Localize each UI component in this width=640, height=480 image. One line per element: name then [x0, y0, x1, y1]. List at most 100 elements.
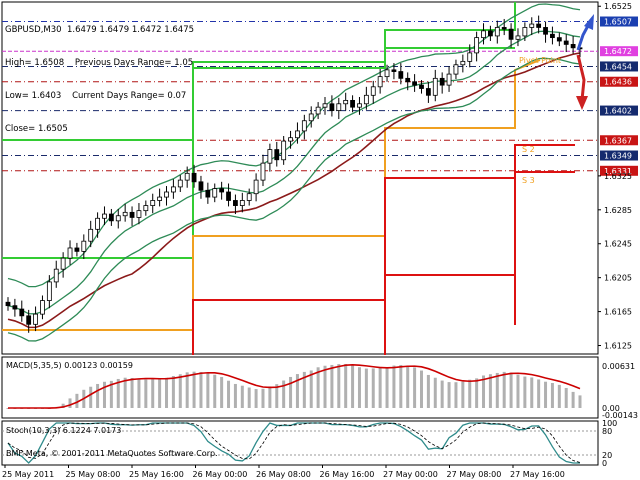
stoch-label: Stoch(10,3,3) 6.1224 7.0173: [6, 426, 121, 435]
candle-body: [501, 27, 507, 30]
time-axis-label: 27 May 08:00: [447, 470, 502, 479]
price-tag-label: 1.6331: [604, 167, 632, 176]
macd-histogram-bar: [564, 387, 568, 408]
price-tag-blue: [600, 16, 638, 27]
candle-body: [453, 64, 459, 75]
s2-label: S 2: [522, 145, 535, 154]
time-axis-label: 27 May 00:00: [383, 470, 438, 479]
macd-histogram-bar: [550, 383, 554, 408]
macd-signal-line: [8, 364, 581, 409]
macd-histogram-bar: [357, 367, 361, 408]
macd-histogram-bar: [516, 374, 520, 408]
candle-body: [336, 103, 342, 111]
macd-histogram-bar: [151, 378, 155, 408]
stoch-axis-label: 20: [602, 451, 612, 460]
macd-histogram-bar: [158, 378, 162, 408]
macd-histogram-bar: [433, 377, 437, 408]
candle-body: [439, 77, 445, 86]
bollinger-middle: [7, 30, 581, 315]
macd-histogram-bar: [337, 364, 341, 408]
candle-body: [102, 213, 107, 219]
macd-histogram-bar: [247, 387, 251, 408]
candle-body: [384, 69, 390, 78]
time-axis-label: 25 May 08:00: [66, 470, 121, 479]
macd-histogram-bar: [261, 388, 265, 408]
candle-body: [177, 179, 183, 188]
stoch-axis-label: 80: [602, 427, 612, 436]
candle-body: [226, 191, 231, 201]
candle-body: [88, 228, 94, 242]
candle-body: [481, 30, 486, 39]
price-tag-navy: [600, 61, 638, 72]
candle-body: [19, 308, 25, 317]
macd-histogram-bar: [426, 374, 430, 408]
macd-histogram-bar: [254, 389, 258, 408]
macd-histogram-bar: [123, 377, 127, 408]
time-axis-label: 26 May 08:00: [256, 470, 311, 479]
price-tag-label: 1.6402: [604, 107, 632, 116]
candle-body: [570, 44, 576, 49]
candle-body: [301, 120, 307, 132]
price-tag-red: [600, 76, 638, 87]
macd-histogram-bar: [475, 378, 479, 408]
high-range-line: High= 1.6508 Previous Days Range= 1.05: [5, 58, 194, 68]
stoch-panel[interactable]: Stoch(10,3,3) 6.1224 7.0173 BMF-Meta, © 2…: [0, 420, 640, 480]
candle-body: [363, 94, 369, 105]
bollinger-upper: [7, 3, 581, 288]
macd-histogram-bar: [144, 379, 148, 408]
moving-average-line: [7, 52, 581, 329]
macd-histogram-bar: [130, 377, 134, 408]
macd-histogram-bar: [440, 380, 444, 408]
macd-chart[interactable]: MACD(5,35,5) 0.00123 0.00159 0.00631 0.00-…: [0, 356, 640, 419]
candle-body: [295, 130, 300, 139]
candle-body: [281, 140, 287, 161]
candle-body: [446, 73, 452, 86]
bollinger-lower: [7, 57, 581, 342]
candle-body: [184, 172, 190, 181]
candle-body: [260, 162, 266, 181]
main-chart-panel[interactable]: Pivot Point S 2 S 3 1.6525 1.6507 1.6472 1.645…: [0, 0, 640, 355]
candle-body: [205, 189, 211, 198]
forecast-down-arrowhead: [576, 96, 588, 110]
candle-body: [150, 200, 156, 206]
candle-body: [46, 281, 52, 301]
macd-histogram-bar: [571, 391, 575, 408]
macd-histogram-bar: [137, 378, 141, 408]
macd-histogram-bar: [75, 393, 79, 408]
price-chart[interactable]: Pivot Point S 2 S 3 1.6525 1.6507 1.6472 1.645…: [0, 0, 640, 355]
candle-body: [405, 77, 411, 83]
candle-body: [170, 186, 176, 193]
candle-body: [40, 300, 45, 315]
price-tag-label: 1.6454: [604, 62, 632, 71]
candle-body: [5, 301, 11, 307]
candle-body: [315, 106, 321, 115]
candle-body: [343, 99, 349, 105]
price-tag-navy: [600, 150, 638, 161]
candle-body: [219, 188, 225, 193]
macd-histogram-bar: [454, 382, 458, 408]
candle-body: [412, 81, 418, 86]
macd-histogram-bar: [537, 379, 541, 408]
candle-body: [95, 217, 100, 230]
macd-histogram-bar: [233, 383, 237, 408]
time-axis-label: 27 May 16:00: [510, 470, 565, 479]
candle-body: [53, 268, 59, 283]
price-tag-label: 1.6367: [604, 136, 632, 145]
price-axis-label: 1.6165: [604, 308, 632, 317]
macd-histogram-bar: [419, 370, 423, 408]
macd-histogram-bar: [89, 386, 93, 408]
macd-histogram-bar: [295, 374, 299, 408]
candle-body: [157, 196, 163, 201]
macd-panel[interactable]: MACD(5,35,5) 0.00123 0.00159 0.00631 0.00-…: [0, 356, 640, 419]
macd-histogram-bar: [468, 379, 472, 408]
macd-histogram-bar: [268, 386, 272, 408]
macd-histogram-bar: [523, 376, 527, 408]
stoch-axis-label: 100: [602, 420, 617, 428]
candle-body: [136, 210, 142, 218]
macd-histogram-bar: [578, 395, 582, 408]
macd-histogram-bar: [309, 370, 313, 408]
candle-body: [198, 181, 204, 191]
stochastic-chart[interactable]: Stoch(10,3,3) 6.1224 7.0173 BMF-Meta, © 2…: [0, 420, 640, 480]
price-axis-label: 1.6245: [604, 240, 632, 249]
price-tag-navy: [600, 105, 638, 116]
